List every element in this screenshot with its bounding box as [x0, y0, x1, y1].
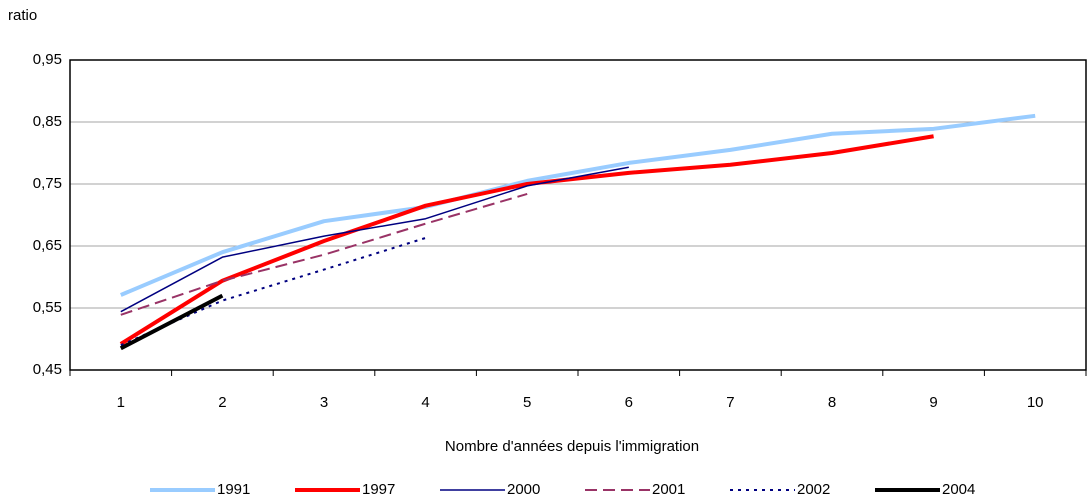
x-tick-label: 6: [625, 394, 633, 411]
x-tick-label: 10: [1027, 394, 1044, 411]
legend-label: 2002: [797, 481, 830, 498]
x-tick-label: 5: [523, 394, 531, 411]
series-line: [120, 236, 426, 347]
y-axis-label: ratio: [8, 7, 37, 24]
series-line: [120, 192, 528, 316]
legend-label: 2001: [652, 481, 685, 498]
legend-label: 1997: [362, 481, 395, 498]
y-tick-label: 0,85: [33, 113, 62, 130]
x-tick-label: 7: [726, 394, 734, 411]
legend-label: 2004: [942, 481, 975, 498]
series-line: [120, 166, 629, 313]
series-line: [119, 134, 934, 346]
legend-label: 1991: [217, 481, 250, 498]
x-axis-label: Nombre d'années depuis l'immigration: [445, 438, 699, 455]
x-tick-label: 8: [828, 394, 836, 411]
y-tick-label: 0,45: [33, 361, 62, 378]
y-tick-label: 0,95: [33, 51, 62, 68]
legend-label: 2000: [507, 481, 540, 498]
series-line: [120, 113, 1036, 297]
series-line: [119, 293, 224, 351]
y-tick-label: 0,55: [33, 299, 62, 316]
x-tick-label: 9: [929, 394, 937, 411]
y-tick-label: 0,65: [33, 237, 62, 254]
x-tick-label: 1: [117, 394, 125, 411]
y-tick-label: 0,75: [33, 175, 62, 192]
x-tick-label: 4: [421, 394, 429, 411]
x-tick-label: 3: [320, 394, 328, 411]
plot-border: [69, 59, 1087, 371]
x-tick-label: 2: [218, 394, 226, 411]
